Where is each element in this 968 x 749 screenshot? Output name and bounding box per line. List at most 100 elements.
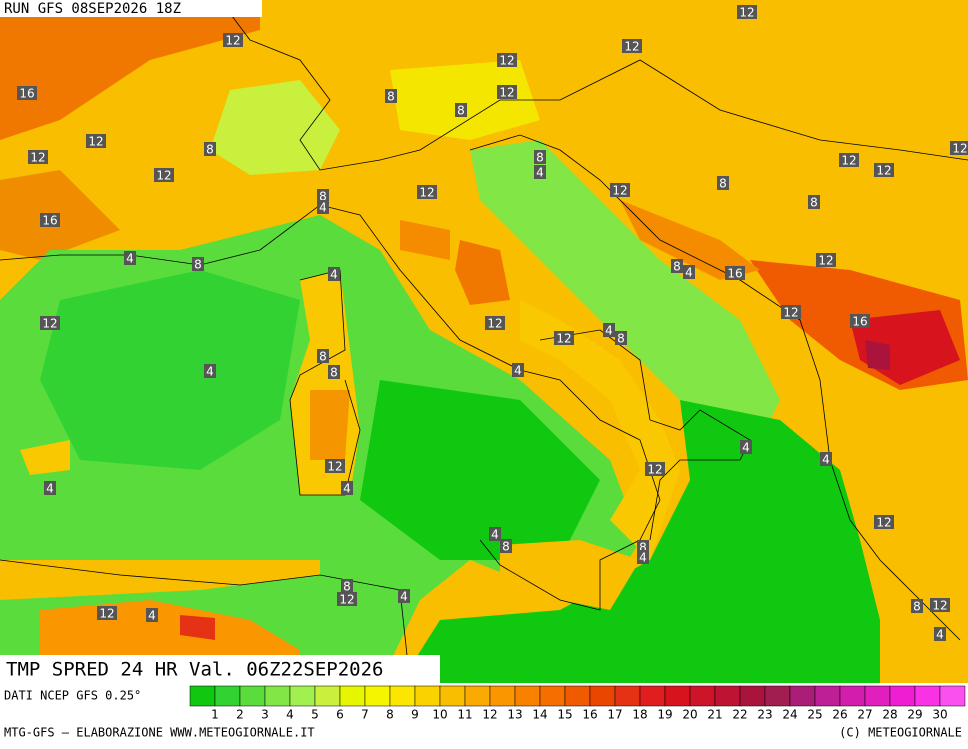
contour-label: 8	[206, 143, 214, 157]
label-box	[489, 527, 501, 541]
contour-label: 4	[605, 324, 613, 338]
colorbar-tick-label: 9	[411, 708, 419, 722]
label-box	[154, 168, 174, 182]
label-box	[328, 267, 340, 281]
contour-label: 4	[330, 268, 338, 282]
colorbar-tick-label: 6	[336, 708, 344, 722]
colorbar-swatch	[514, 685, 541, 707]
contour-label: 4	[319, 201, 327, 215]
label-box	[610, 183, 630, 197]
colorbar-swatch	[814, 685, 841, 707]
colorbar-swatch	[239, 685, 266, 707]
colorbar-tick-label: 22	[732, 708, 747, 722]
label-box	[622, 39, 642, 53]
run-title: RUN GFS 08SEP2026 18Z	[4, 1, 181, 17]
contour-label: 8	[457, 104, 465, 118]
colorbar-swatch	[289, 685, 316, 707]
contour-label: 12	[42, 317, 57, 331]
colorbar-swatch	[939, 685, 966, 707]
label-box	[317, 200, 329, 214]
contour-label: 8	[617, 332, 625, 346]
label-box	[17, 86, 37, 100]
label-box	[497, 53, 517, 67]
label-box	[500, 539, 512, 553]
contour-label: 4	[822, 453, 830, 467]
label-box	[86, 134, 106, 148]
label-box	[28, 150, 48, 164]
colorbar-tick-label: 28	[882, 708, 897, 722]
contour-label: 12	[612, 184, 627, 198]
label-box	[534, 150, 546, 164]
colorbar-tick-label: 30	[932, 708, 947, 722]
contour-label: 8	[810, 196, 818, 210]
colorbar-swatch	[664, 685, 691, 707]
product-title: TMP SPRED 24 HR Val. 06Z22SEP2026	[6, 659, 384, 681]
label-box	[603, 323, 615, 337]
contour-label: 8	[387, 90, 395, 104]
colorbar-tick-label: 24	[782, 708, 797, 722]
label-box	[850, 314, 870, 328]
colorbar-tick-label: 10	[432, 708, 447, 722]
contour-label: 12	[88, 135, 103, 149]
label-box	[717, 176, 729, 190]
contour-label: 8	[536, 151, 544, 165]
colorbar-tick-label: 3	[261, 708, 269, 722]
header-box	[0, 0, 262, 17]
contour-label: 12	[739, 6, 754, 20]
label-box	[950, 141, 968, 155]
product-box	[0, 655, 440, 683]
label-box	[341, 579, 353, 593]
label-box	[317, 349, 329, 363]
colorbar-tick-label: 2	[236, 708, 244, 722]
colorbar-tick-label: 1	[211, 708, 219, 722]
colorbar-swatch	[314, 685, 341, 707]
colorbar-swatch	[564, 685, 591, 707]
label-box	[615, 331, 627, 345]
colorbar-tick-label: 19	[657, 708, 672, 722]
colorbar-tick-label: 5	[311, 708, 319, 722]
colorbar-tick-label: 21	[707, 708, 722, 722]
contour-label: 4	[742, 441, 750, 455]
colorbar-tick-label: 4	[286, 708, 294, 722]
label-box	[97, 606, 117, 620]
label-box	[223, 33, 243, 47]
contour-label: 4	[491, 528, 499, 542]
contour-label: 12	[876, 164, 891, 178]
contour-label: 16	[727, 267, 742, 281]
contour-label: 4	[936, 628, 944, 642]
label-box	[146, 608, 158, 622]
contour-label: 12	[499, 86, 514, 100]
label-box	[204, 142, 216, 156]
colorbar-tick-label: 14	[532, 708, 547, 722]
colorbar-tick-label: 15	[557, 708, 572, 722]
contour-label: 12	[952, 142, 967, 156]
contour-label: 8	[502, 540, 510, 554]
copyright: (C) METEOGIORNALE	[839, 726, 962, 740]
colorbar: 1 2 3 4 5 6 7 8 9 10 11 12 13 14 15 16 17 18 19 20 21 22 23 24 2…	[189, 685, 966, 722]
colorbar-swatch	[789, 685, 816, 707]
contour-label: 8	[639, 541, 647, 555]
label-box	[385, 89, 397, 103]
contour-label: 12	[783, 306, 798, 320]
label-box	[934, 627, 946, 641]
colorbar-tick-label: 18	[632, 708, 647, 722]
label-box	[874, 515, 894, 529]
colorbar-swatch	[914, 685, 941, 707]
label-box	[930, 598, 950, 612]
contour-label: 12	[499, 54, 514, 68]
colorbar-swatch	[614, 685, 641, 707]
label-box	[398, 589, 410, 603]
colorbar-tick-label: 20	[682, 708, 697, 722]
contour-label: 12	[30, 151, 45, 165]
label-box	[317, 189, 329, 203]
colorbar-swatch	[389, 685, 416, 707]
colorbar-tick-label: 8	[386, 708, 394, 722]
contour-label: 12	[419, 186, 434, 200]
contour-label: 8	[719, 177, 727, 191]
contour-label: 12	[647, 463, 662, 477]
contour-label: 4	[639, 551, 647, 565]
contour-label: 8	[319, 350, 327, 364]
colorbar-tick-label: 23	[757, 708, 772, 722]
